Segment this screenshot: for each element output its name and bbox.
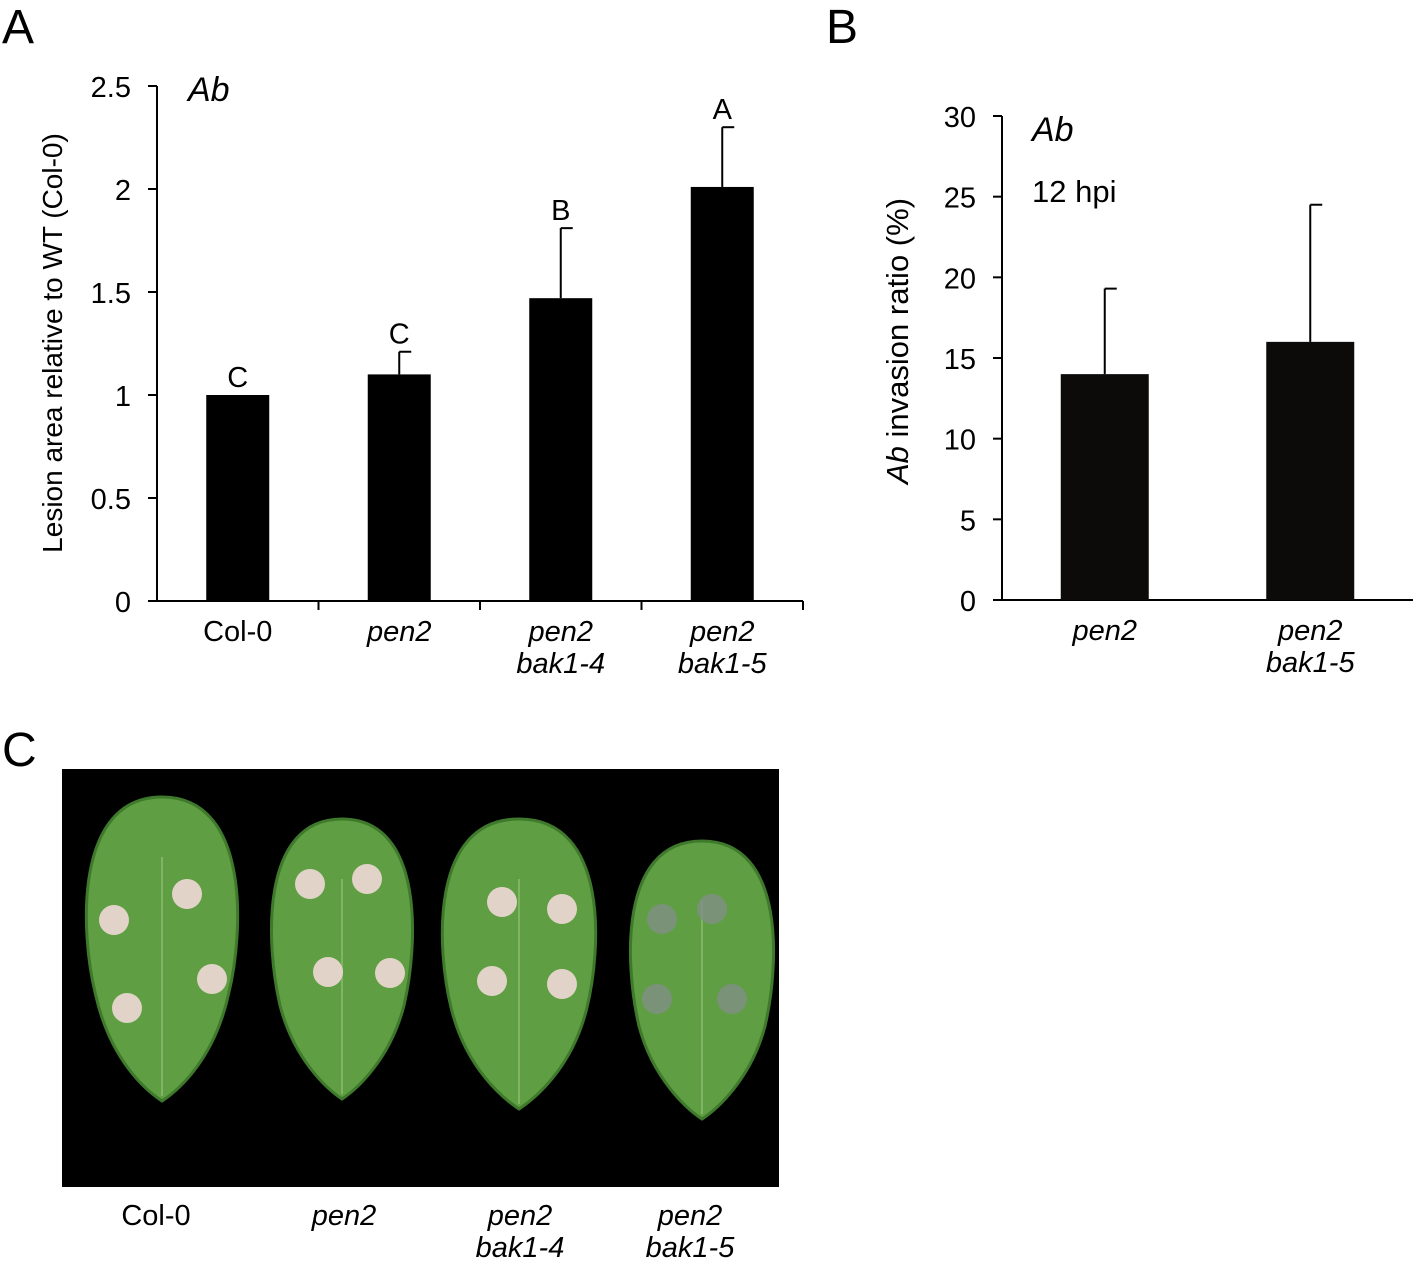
- lesion-spot: [647, 904, 677, 934]
- chart-a-significance-label: B: [551, 195, 570, 227]
- chart-b-x-tick-label: pen2: [1277, 615, 1343, 647]
- lesion-spot: [487, 887, 517, 917]
- chart-b-y-tick-label: 30: [944, 102, 976, 134]
- chart-b-y-tick-label: 20: [944, 263, 976, 295]
- photo-label-pen2-bak1-5-line1: pen2: [657, 1200, 723, 1232]
- chart-b-x-tick-label: pen2: [1071, 615, 1137, 647]
- chart-a-significance-label: A: [713, 94, 733, 126]
- chart-b-y-tick-label: 5: [960, 505, 976, 537]
- panel-letter-a: A: [2, 1, 35, 54]
- lesion-spot: [197, 964, 227, 994]
- chart-b-bar: [1266, 341, 1355, 600]
- chart-a-bar: [206, 395, 270, 601]
- chart-a-x-tick-label: pen2: [366, 616, 432, 648]
- lesion-spot: [99, 905, 129, 935]
- chart-b-y-tick-label: 15: [944, 344, 976, 376]
- photo-label-pen2-bak1-5: pen2 bak1-5: [600, 1200, 780, 1264]
- chart-a-x-tick-label: Col-0: [203, 616, 272, 648]
- leaf-photo-image: [84, 795, 776, 1121]
- photo-label-pen2-bak1-4-line1: pen2: [487, 1200, 553, 1232]
- chart-a-x-tick-label-line2: bak1-4: [516, 648, 605, 680]
- chart-a-significance-label: C: [227, 362, 248, 394]
- photo-label-pen2-text: pen2: [311, 1200, 377, 1232]
- chart-b-y-label-italic: Ab: [880, 446, 915, 486]
- lesion-spot: [717, 984, 747, 1014]
- chart-b-subannotation: 12 hpi: [1032, 174, 1116, 209]
- lesion-spot: [642, 984, 672, 1014]
- photo-label-pen2-bak1-4: pen2 bak1-4: [430, 1200, 610, 1264]
- chart-b-y-label-rest: invasion ratio (%): [880, 198, 915, 446]
- lesion-spot: [295, 869, 325, 899]
- chart-b-bar: [1060, 374, 1149, 600]
- chart-b-y-tick-label: 10: [944, 425, 976, 457]
- lesion-spot: [172, 879, 202, 909]
- lesion-spot: [547, 894, 577, 924]
- chart-a-y-tick-label: 1: [115, 381, 131, 413]
- chart-a-y-label: Lesion area relative to WT (Col-0): [37, 133, 68, 553]
- chart-a-bar: [690, 186, 754, 601]
- chart-a-annotation: Ab: [186, 71, 230, 109]
- chart-b-annotation: Ab: [1030, 111, 1074, 149]
- photo-label-pen2-bak1-5-line2: bak1-5: [645, 1232, 735, 1264]
- photo-label-pen2-bak1-4-line2: bak1-4: [475, 1232, 565, 1264]
- lesion-spot: [112, 993, 142, 1023]
- photo-label-pen2: pen2: [254, 1200, 434, 1232]
- chart-a-y-tick-label: 2.5: [91, 72, 131, 104]
- chart-b-x-tick-label-line2: bak1-5: [1266, 647, 1356, 679]
- chart-a-y-tick-label: 0.5: [91, 484, 131, 516]
- panel-letter-c: C: [2, 724, 37, 777]
- chart-a-y-tick-label: 0: [115, 587, 131, 619]
- chart-a-x-tick-label-line2: bak1-5: [678, 648, 768, 680]
- lesion-spot: [547, 969, 577, 999]
- chart-a-x-tick-label: pen2: [527, 616, 593, 648]
- chart-a-y-tick-label: 1.5: [91, 278, 131, 310]
- lesion-spot: [477, 966, 507, 996]
- chart-a-bar: [367, 374, 431, 601]
- chart-a-x-tick-label: pen2: [689, 616, 755, 648]
- chart-a-y-tick-label: 2: [115, 175, 131, 207]
- chart-a-significance-label: C: [389, 319, 410, 351]
- photo-label-col0-text: Col-0: [121, 1200, 191, 1232]
- chart-b-y-label: Ab invasion ratio (%): [880, 198, 915, 486]
- lesion-spot: [313, 957, 343, 987]
- leaf-photo: [62, 769, 779, 1187]
- lesion-area-chart: 00.511.522.5CCol-0Cpen2Bpen2bak1-4Apen2b…: [37, 71, 804, 680]
- lesion-spot: [352, 864, 382, 894]
- chart-b-y-tick-label: 25: [944, 183, 976, 215]
- chart-a-bar: [529, 298, 593, 601]
- photo-label-col0: Col-0: [66, 1200, 246, 1232]
- panel-letter-b: B: [826, 1, 859, 54]
- chart-b-y-tick-label: 0: [960, 586, 976, 618]
- lesion-spot: [697, 894, 727, 924]
- lesion-spot: [375, 958, 405, 988]
